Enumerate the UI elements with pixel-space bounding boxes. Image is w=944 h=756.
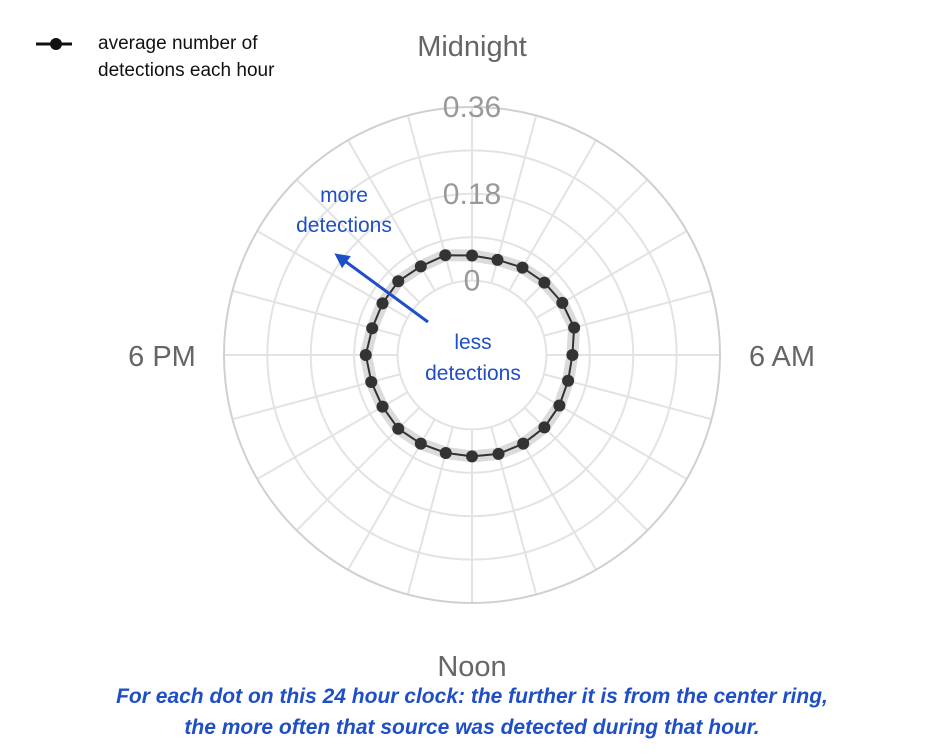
series-point	[568, 321, 581, 334]
more-detections-label-line2: detections	[296, 214, 392, 237]
radial-tick-label: 0.18	[443, 178, 501, 211]
hour-label: Noon	[437, 651, 506, 683]
series-point	[491, 253, 504, 266]
grid-ring	[309, 192, 635, 518]
chart-caption: For each dot on this 24 hour clock: the …	[0, 681, 944, 743]
series-point	[466, 450, 478, 463]
series-point	[359, 349, 372, 361]
series-point	[516, 261, 529, 274]
series-point	[556, 296, 569, 309]
caption-line-1: For each dot on this 24 hour clock: the …	[116, 685, 828, 708]
radial-tick-label: 0	[464, 265, 481, 298]
series-point	[366, 322, 379, 335]
series-point	[365, 375, 378, 388]
grid-ring	[396, 279, 548, 431]
annotations: more detections less detections	[296, 184, 521, 385]
more-detections-arrow	[334, 253, 429, 324]
series-point	[517, 437, 530, 450]
series-point	[566, 349, 579, 361]
more-detections-label-line1: more	[320, 184, 368, 207]
series-point	[414, 260, 427, 273]
series-point	[392, 422, 405, 435]
series-point	[376, 400, 389, 413]
series-point	[466, 249, 478, 262]
less-detections-label-line1: less	[454, 331, 491, 354]
legend-label: average number of detections each hour	[98, 33, 275, 81]
series-point	[562, 374, 575, 387]
series-point	[553, 399, 566, 412]
hour-label: 6 AM	[749, 341, 815, 373]
less-detections-label-line2: detections	[425, 362, 521, 385]
series-point	[439, 249, 452, 262]
series-point	[538, 276, 551, 289]
series-point	[414, 437, 427, 450]
grid-ring	[353, 236, 591, 474]
series-point	[439, 446, 452, 459]
series-point	[492, 447, 505, 460]
radial-tick-label: 0.36	[443, 91, 501, 124]
series-point	[392, 275, 405, 288]
hour-label: 6 PM	[128, 341, 196, 373]
detections-series	[359, 249, 581, 463]
caption-line-2: the more often that source was detected …	[184, 716, 760, 739]
hour-labels: Midnight 6 AM Noon 6 PM	[128, 31, 815, 683]
grid-ring	[223, 106, 721, 604]
grid-ring	[266, 149, 678, 561]
legend-series-marker	[34, 30, 84, 58]
series-point	[376, 297, 389, 310]
radial-tick-labels: 0 0.18 0.36	[443, 91, 501, 298]
series-point	[538, 421, 551, 434]
legend: average number of detections each hour	[34, 30, 328, 84]
hour-label: Midnight	[417, 31, 527, 63]
